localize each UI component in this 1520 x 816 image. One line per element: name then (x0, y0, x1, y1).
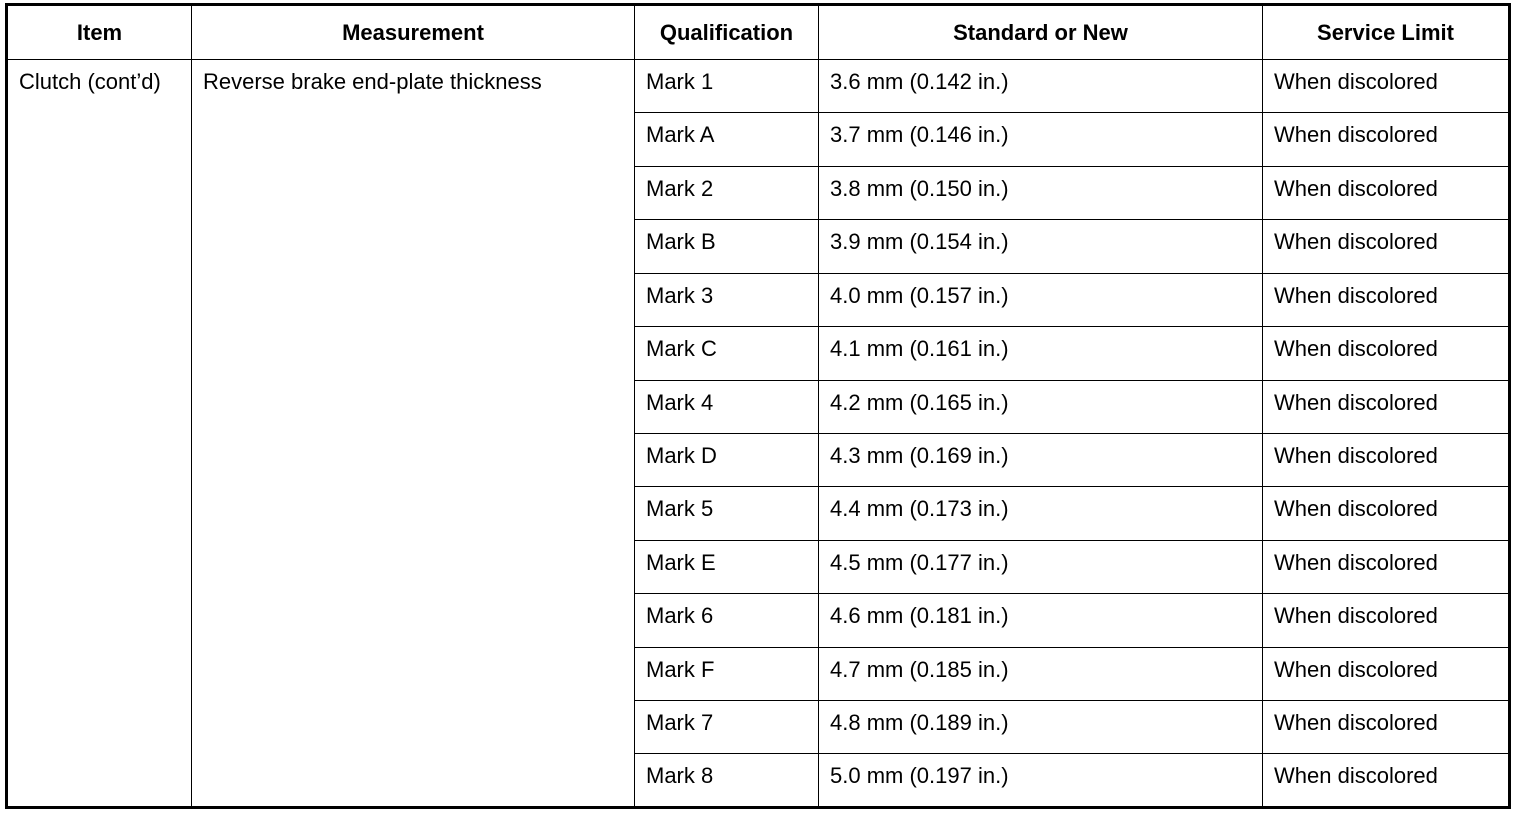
table-row: Mark C 4.1 mm (0.161 in.) When discolored (7, 326, 1510, 381)
table-row: Mark 6 4.6 mm (0.181 in.) When discolored (7, 593, 1510, 648)
qualification-cell: Mark C (634, 326, 819, 381)
standard-cell: 4.3 mm (0.169 in.) (818, 432, 1263, 488)
table-row: Mark D 4.3 mm (0.169 in.) When discolored (7, 432, 1510, 488)
table-row: Mark 5 4.4 mm (0.173 in.) When discolored (7, 486, 1510, 541)
qualification-cell: Mark 6 (634, 593, 819, 648)
standard-cell: 4.7 mm (0.185 in.) (818, 646, 1263, 702)
qualification-cell: Mark 3 (634, 272, 819, 328)
service-limit-cell: When discolored (1262, 379, 1510, 434)
standard-cell: 4.4 mm (0.173 in.) (818, 486, 1263, 541)
qualification-cell: Mark F (634, 646, 819, 702)
service-limit-cell: When discolored (1262, 58, 1510, 114)
qualification-cell: Mark E (634, 539, 819, 595)
table-row: Mark 2 3.8 mm (0.150 in.) When discolored (7, 165, 1510, 221)
service-limit-cell: When discolored (1262, 646, 1510, 702)
standard-cell: 4.8 mm (0.189 in.) (818, 700, 1263, 755)
service-limit-cell: When discolored (1262, 593, 1510, 648)
measurement-cell: Reverse brake end-plate thickness (191, 59, 635, 808)
table-row: Mark 4 4.2 mm (0.165 in.) When discolored (7, 379, 1510, 434)
standard-cell: 3.7 mm (0.146 in.) (818, 112, 1263, 167)
table-row: Mark F 4.7 mm (0.185 in.) When discolored (7, 646, 1510, 702)
service-limit-cell: When discolored (1262, 326, 1510, 381)
standard-cell: 4.0 mm (0.157 in.) (818, 272, 1263, 328)
standard-cell: 3.8 mm (0.150 in.) (818, 165, 1263, 221)
qualification-cell: Mark 2 (634, 165, 819, 221)
service-spec-table: Item Measurement Qualification Standard … (5, 3, 1511, 809)
header-standard: Standard or New (818, 4, 1263, 60)
table-row: Mark E 4.5 mm (0.177 in.) When discolored (7, 539, 1510, 595)
qualification-cell: Mark 5 (634, 486, 819, 541)
header-item: Item (6, 4, 192, 60)
service-limit-cell: When discolored (1262, 700, 1510, 755)
standard-cell: 3.6 mm (0.142 in.) (818, 58, 1263, 114)
qualification-cell: Mark 8 (634, 753, 819, 808)
standard-cell: 4.1 mm (0.161 in.) (818, 326, 1263, 381)
standard-cell: 4.5 mm (0.177 in.) (818, 539, 1263, 595)
header-row: Item Measurement Qualification Standard … (6, 4, 1510, 60)
standard-cell: 5.0 mm (0.197 in.) (818, 753, 1263, 808)
qualification-cell: Mark B (634, 219, 819, 274)
service-limit-cell: When discolored (1262, 486, 1510, 541)
table-row: Clutch (cont’d) Reverse brake end-plate t… (6, 58, 1510, 808)
service-limit-cell: When discolored (1262, 753, 1510, 808)
service-limit-cell: When discolored (1262, 112, 1510, 167)
qualification-cell: Mark 7 (634, 700, 819, 755)
standard-cell: 3.9 mm (0.154 in.) (818, 219, 1263, 274)
service-limit-cell: When discolored (1262, 165, 1510, 221)
table-row: Mark 3 4.0 mm (0.157 in.) When discolored (7, 272, 1510, 328)
qualification-cell: Mark 4 (634, 379, 819, 434)
service-limit-cell: When discolored (1262, 539, 1510, 595)
table-row: Mark B 3.9 mm (0.154 in.) When discolored (7, 219, 1510, 274)
qualification-cell: Mark D (634, 432, 819, 488)
table-row: Mark 8 5.0 mm (0.197 in.) When discolored (7, 753, 1510, 808)
qualification-cell: Mark 1 (634, 58, 819, 114)
table-row: Mark 7 4.8 mm (0.189 in.) When discolored (7, 700, 1510, 755)
service-limit-cell: When discolored (1262, 219, 1510, 274)
item-cell: Clutch (cont’d) (6, 59, 192, 808)
header-service-limit: Service Limit (1262, 4, 1510, 60)
standard-cell: 4.6 mm (0.181 in.) (818, 593, 1263, 648)
service-limit-cell: When discolored (1262, 432, 1510, 488)
service-limit-cell: When discolored (1262, 272, 1510, 328)
header-qualification: Qualification (634, 4, 819, 60)
header-measurement: Measurement (191, 4, 635, 60)
qualification-cell: Mark A (634, 112, 819, 167)
standard-cell: 4.2 mm (0.165 in.) (818, 379, 1263, 434)
table-row: Mark A 3.7 mm (0.146 in.) When discolored (7, 112, 1510, 167)
